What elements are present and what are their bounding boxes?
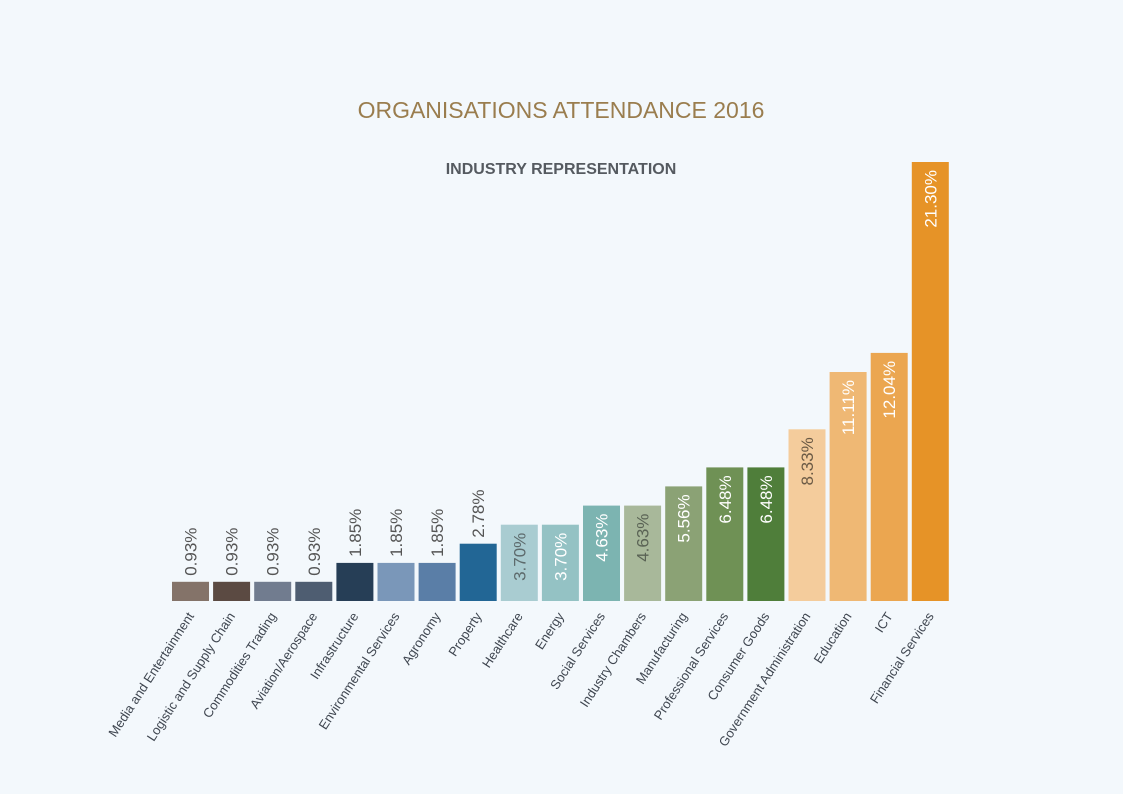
value-label-7: 2.78% — [469, 489, 488, 537]
value-label-9: 3.70% — [551, 533, 570, 581]
bar-1 — [213, 581, 251, 601]
bar-13 — [706, 467, 744, 601]
value-label-5: 1.85% — [387, 509, 406, 557]
bar-17 — [870, 352, 908, 601]
category-label-6: Agronomy — [399, 609, 444, 667]
bar-16 — [829, 372, 867, 601]
value-labels-group: 0.93% 0.93% 0.93% 0.93% 1.85% 1.85% 1.85% 2.78%… — [182, 170, 941, 581]
category-label-2: Commodities Trading — [200, 609, 279, 720]
category-label-9: Energy — [532, 609, 567, 652]
value-label-13: 6.48% — [716, 475, 735, 523]
value-label-8: 3.70% — [510, 533, 529, 581]
value-label-16: 11.11% — [839, 380, 858, 435]
chart-title: ORGANISATIONS ATTENDANCE 2016 — [358, 97, 765, 123]
value-label-10: 4.63% — [593, 514, 612, 562]
category-label-7: Property — [445, 609, 485, 659]
bar-14 — [747, 467, 785, 601]
value-label-11: 4.63% — [634, 514, 653, 562]
value-label-12: 5.56% — [675, 494, 694, 542]
chart-subtitle: INDUSTRY REPRESENTATION — [446, 161, 677, 178]
value-label-1: 0.93% — [223, 528, 242, 576]
bar-11 — [624, 505, 662, 601]
value-label-17: 12.04% — [880, 361, 899, 419]
value-label-2: 0.93% — [264, 528, 283, 576]
bar-4 — [336, 562, 374, 601]
category-label-17: ICT — [872, 609, 896, 635]
bar-12 — [665, 486, 703, 601]
bar-6 — [418, 562, 456, 601]
bar-18 — [911, 162, 949, 601]
bar-0 — [172, 581, 209, 601]
value-label-18: 21.30% — [921, 170, 940, 228]
bar-2 — [254, 581, 292, 601]
bar-9 — [541, 524, 579, 601]
value-label-15: 8.33% — [798, 437, 817, 485]
value-label-3: 0.93% — [305, 528, 324, 576]
category-label-13: Professional Services — [651, 609, 732, 722]
bars-group — [172, 162, 949, 601]
bar-10 — [583, 505, 620, 601]
value-label-0: 0.93% — [182, 528, 201, 576]
value-label-14: 6.48% — [757, 475, 776, 523]
bar-15 — [788, 429, 826, 601]
category-label-8: Healthcare — [479, 609, 526, 670]
bar-3 — [295, 581, 333, 601]
bar-5 — [377, 562, 415, 601]
value-label-6: 1.85% — [428, 509, 447, 557]
value-label-4: 1.85% — [346, 509, 365, 557]
bar-7 — [459, 543, 497, 601]
bar-8 — [500, 524, 538, 601]
category-label-5: Environmental Services — [316, 609, 403, 732]
category-label-16: Education — [811, 609, 855, 666]
